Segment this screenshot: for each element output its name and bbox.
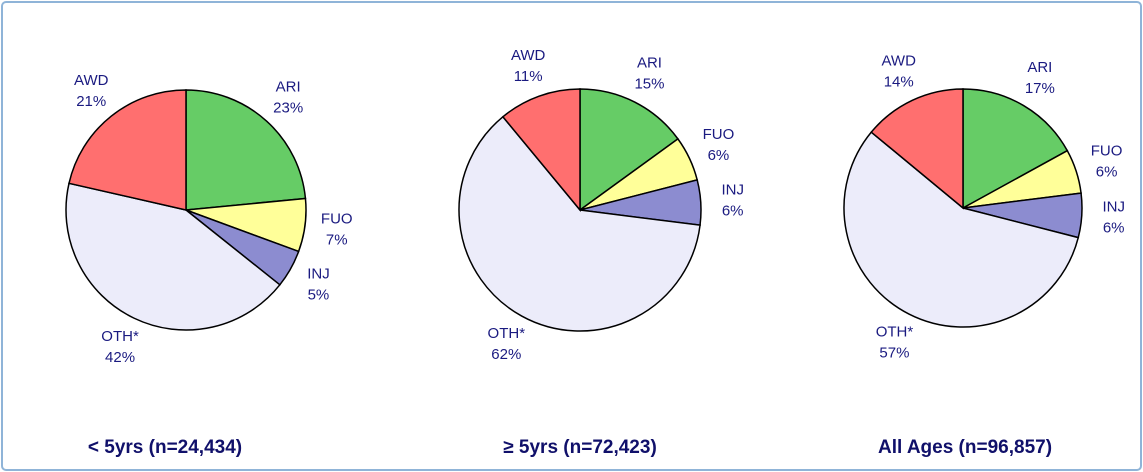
- slice-name: FUO: [703, 126, 735, 143]
- slice-name: ARI: [1027, 59, 1052, 76]
- pie-slice: [501, 88, 581, 213]
- slice-value: 57%: [879, 345, 909, 362]
- slice-name: OTH*: [101, 328, 139, 345]
- slice-name: OTH*: [876, 324, 914, 341]
- pie-slice: [962, 88, 1069, 210]
- slice-value: 6%: [722, 202, 744, 219]
- pie-slice: [870, 88, 964, 210]
- pie-slice: [843, 131, 1080, 328]
- chart-title: < 5yrs (n=24,434): [88, 437, 242, 458]
- slice-name: ARI: [637, 55, 662, 72]
- slice-value: 21%: [76, 93, 106, 110]
- slice-name: AWD: [74, 72, 109, 89]
- slice-value: 23%: [273, 99, 303, 116]
- pie-slice: [68, 89, 187, 211]
- pie-slice: [185, 89, 307, 211]
- slice-value: 5%: [308, 287, 330, 304]
- pie-slice: [458, 115, 701, 332]
- chart-title: ≥ 5yrs (n=72,423): [503, 437, 657, 458]
- chart-title: All Ages (n=96,857): [878, 437, 1052, 458]
- slice-name: AWD: [881, 52, 916, 69]
- slice-name: OTH*: [488, 325, 526, 342]
- slice-value: 11%: [514, 68, 543, 85]
- slice-value: 7%: [326, 231, 348, 248]
- pie-slice: [579, 88, 679, 212]
- slice-name: FUO: [321, 210, 353, 227]
- slice-name: INJ: [1102, 198, 1125, 215]
- slice-value: 6%: [1103, 219, 1125, 236]
- slice-value: 6%: [1096, 163, 1118, 180]
- slice-name: AWD: [511, 47, 546, 64]
- slice-value: 42%: [105, 349, 135, 366]
- slice-name: INJ: [307, 266, 330, 283]
- slice-name: FUO: [1091, 142, 1123, 159]
- slice-name: ARI: [276, 78, 301, 95]
- slice-value: 15%: [634, 76, 664, 93]
- slice-value: 17%: [1025, 80, 1055, 97]
- pie-slice: [65, 182, 281, 331]
- slice-name: INJ: [721, 181, 744, 198]
- slice-value: 62%: [491, 346, 521, 363]
- slice-value: 14%: [884, 73, 914, 90]
- slice-value: 6%: [708, 147, 730, 164]
